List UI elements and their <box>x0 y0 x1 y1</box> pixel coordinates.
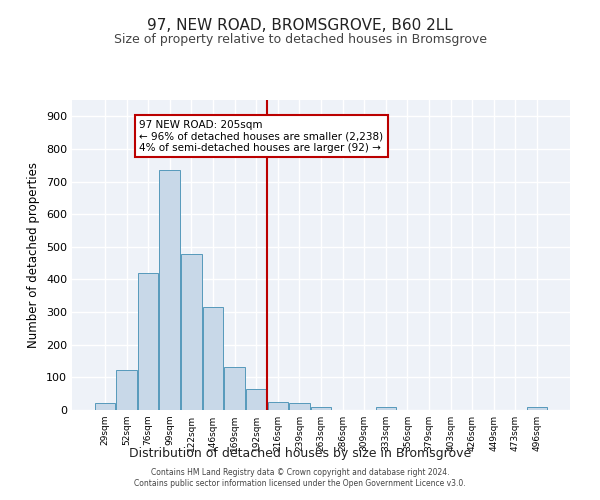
Bar <box>527 408 547 410</box>
Text: Size of property relative to detached houses in Bromsgrove: Size of property relative to detached ho… <box>113 32 487 46</box>
Y-axis label: Number of detached properties: Number of detached properties <box>28 162 40 348</box>
Text: Contains HM Land Registry data © Crown copyright and database right 2024.
Contai: Contains HM Land Registry data © Crown c… <box>134 468 466 487</box>
Bar <box>224 367 245 410</box>
Bar <box>311 406 331 410</box>
Bar <box>246 389 266 410</box>
Bar <box>376 408 396 410</box>
Bar <box>160 170 180 410</box>
Text: 97, NEW ROAD, BROMSGROVE, B60 2LL: 97, NEW ROAD, BROMSGROVE, B60 2LL <box>147 18 453 32</box>
Bar <box>268 402 288 410</box>
Text: Distribution of detached houses by size in Bromsgrove: Distribution of detached houses by size … <box>129 448 471 460</box>
Bar <box>289 403 310 410</box>
Bar <box>138 273 158 410</box>
Bar <box>181 254 202 410</box>
Text: 97 NEW ROAD: 205sqm
← 96% of detached houses are smaller (2,238)
4% of semi-deta: 97 NEW ROAD: 205sqm ← 96% of detached ho… <box>139 120 383 153</box>
Bar <box>116 370 137 410</box>
Bar <box>95 404 115 410</box>
Bar <box>203 307 223 410</box>
